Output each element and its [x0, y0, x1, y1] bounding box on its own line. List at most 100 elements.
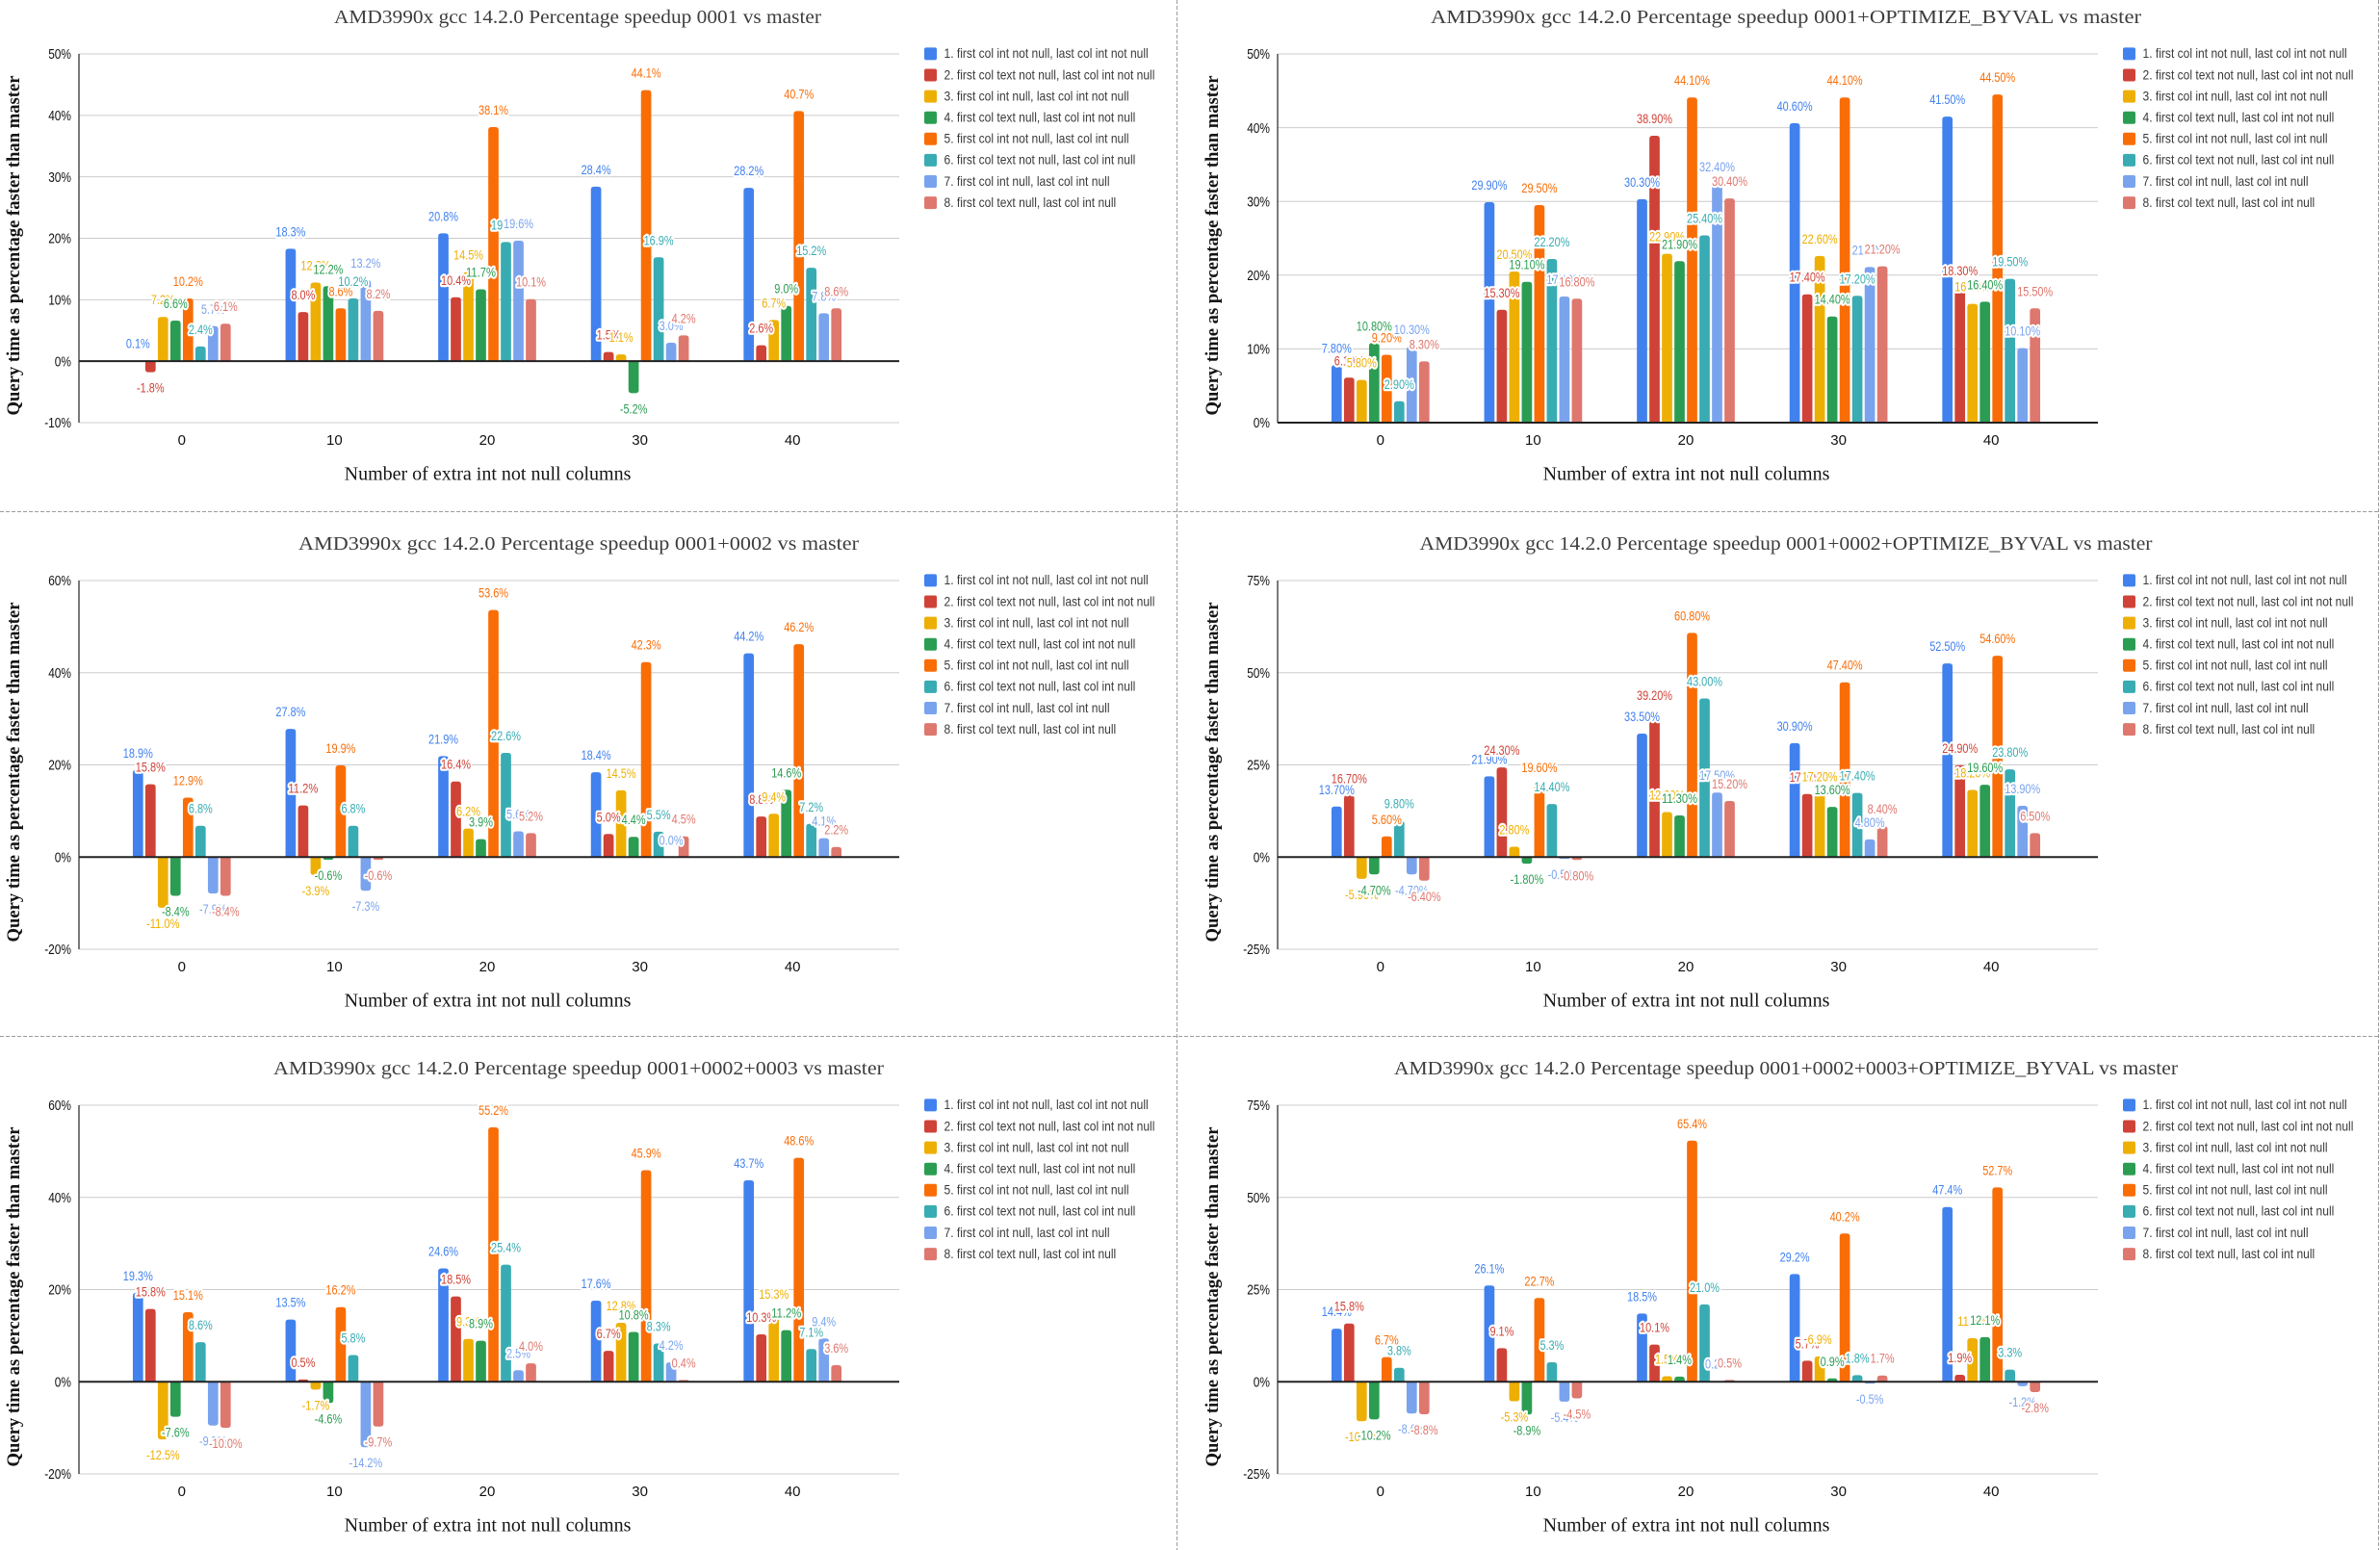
- svg-text:15.8%: 15.8%: [1334, 1299, 1364, 1314]
- svg-text:1. first col int not null, las: 1. first col int not null, last col int …: [2143, 572, 2347, 587]
- svg-text:8.30%: 8.30%: [1410, 336, 1439, 351]
- svg-text:10.1%: 10.1%: [516, 274, 546, 290]
- svg-text:20: 20: [1678, 959, 1694, 975]
- svg-text:38.90%: 38.90%: [1637, 111, 1672, 126]
- svg-text:55.2%: 55.2%: [479, 1102, 508, 1118]
- svg-text:30: 30: [632, 432, 648, 449]
- svg-text:30.30%: 30.30%: [1624, 174, 1660, 190]
- svg-text:20.8%: 20.8%: [428, 208, 458, 223]
- svg-text:8.0%: 8.0%: [291, 287, 315, 302]
- svg-text:6.50%: 6.50%: [2020, 808, 2050, 823]
- svg-text:4.1%: 4.1%: [812, 814, 836, 829]
- svg-text:9.80%: 9.80%: [1384, 796, 1414, 812]
- svg-text:6.7%: 6.7%: [1375, 1332, 1399, 1348]
- svg-text:0%: 0%: [1254, 1375, 1270, 1390]
- svg-text:-5.2%: -5.2%: [620, 400, 648, 416]
- svg-text:38.1%: 38.1%: [479, 102, 508, 117]
- svg-text:39.20%: 39.20%: [1637, 687, 1672, 703]
- svg-text:-4.6%: -4.6%: [315, 1410, 343, 1426]
- svg-text:3. first col int null, last co: 3. first col int null, last col int not …: [944, 1139, 1129, 1154]
- svg-text:AMD3990x gcc 14.2.0 Percentage: AMD3990x gcc 14.2.0 Percentage speedup 0…: [273, 1058, 884, 1079]
- svg-text:8. first col text null, last c: 8. first col text null, last col int nul…: [944, 194, 1117, 210]
- svg-text:52.7%: 52.7%: [1982, 1162, 2012, 1177]
- svg-text:-10.0%: -10.0%: [209, 1435, 243, 1451]
- svg-text:53.6%: 53.6%: [479, 585, 508, 601]
- svg-text:15.20%: 15.20%: [1712, 776, 1747, 791]
- svg-text:3. first col int null, last co: 3. first col int null, last col int not …: [2143, 1139, 2328, 1154]
- svg-text:4. first col text null, last c: 4. first col text null, last col int not…: [944, 1161, 1136, 1176]
- svg-text:30.40%: 30.40%: [1712, 173, 1747, 189]
- svg-text:40: 40: [785, 432, 801, 449]
- svg-text:-8.4%: -8.4%: [162, 903, 190, 918]
- svg-text:40.7%: 40.7%: [784, 86, 814, 101]
- svg-text:5.5%: 5.5%: [647, 807, 671, 822]
- svg-text:21.9%: 21.9%: [428, 731, 458, 746]
- svg-text:-0.5%: -0.5%: [1856, 1391, 1884, 1407]
- svg-text:-25%: -25%: [1243, 943, 1270, 958]
- svg-text:10.10%: 10.10%: [2005, 323, 2040, 339]
- svg-text:7.1%: 7.1%: [799, 1324, 823, 1339]
- svg-text:18.3%: 18.3%: [275, 223, 305, 239]
- svg-text:30.90%: 30.90%: [1777, 718, 1813, 734]
- svg-text:40%: 40%: [1247, 121, 1270, 137]
- svg-text:7. first col int null, last co: 7. first col int null, last col int null: [2143, 700, 2309, 715]
- svg-text:Query time as percentage faste: Query time as percentage faster than mas…: [1203, 75, 1223, 416]
- svg-text:9.0%: 9.0%: [774, 281, 798, 297]
- svg-text:42.3%: 42.3%: [632, 637, 661, 653]
- svg-text:-1.8%: -1.8%: [137, 380, 165, 396]
- svg-text:28.2%: 28.2%: [734, 163, 763, 178]
- svg-text:20%: 20%: [48, 232, 71, 247]
- svg-text:40%: 40%: [48, 109, 71, 124]
- svg-text:13.5%: 13.5%: [275, 1295, 305, 1310]
- svg-text:Query time as percentage faste: Query time as percentage faster than mas…: [4, 1126, 24, 1467]
- svg-text:-10.2%: -10.2%: [1358, 1427, 1391, 1442]
- svg-text:8.9%: 8.9%: [469, 1316, 493, 1331]
- svg-text:17.6%: 17.6%: [582, 1276, 611, 1291]
- svg-text:22.20%: 22.20%: [1534, 234, 1569, 249]
- svg-text:0: 0: [178, 959, 186, 975]
- svg-text:2. first col text not null, la: 2. first col text not null, last col int…: [2143, 593, 2354, 608]
- svg-text:1. first col int not null, las: 1. first col int not null, last col int …: [944, 45, 1149, 61]
- svg-text:-11.0%: -11.0%: [146, 916, 180, 931]
- svg-text:8. first col text null, last c: 8. first col text null, last col int nul…: [2143, 721, 2315, 736]
- svg-text:-6.40%: -6.40%: [1408, 889, 1441, 904]
- svg-text:4.80%: 4.80%: [1855, 814, 1885, 830]
- svg-text:30%: 30%: [1247, 194, 1270, 210]
- svg-text:8. first col text null, last c: 8. first col text null, last col int nul…: [2143, 194, 2315, 210]
- svg-text:6. first col text not null, la: 6. first col text not null, last col int…: [2143, 152, 2335, 168]
- svg-text:6. first col text not null, la: 6. first col text not null, last col int…: [2143, 1203, 2335, 1219]
- svg-text:-10.7%: -10.7%: [1345, 1429, 1379, 1444]
- svg-text:16.40%: 16.40%: [1967, 276, 2003, 292]
- svg-text:AMD3990x gcc 14.2.0 Percentage: AMD3990x gcc 14.2.0 Percentage speedup 0…: [1420, 533, 2153, 555]
- svg-text:4.0%: 4.0%: [519, 1338, 543, 1354]
- svg-text:22.90%: 22.90%: [1649, 229, 1685, 245]
- svg-text:29.2%: 29.2%: [1780, 1249, 1810, 1264]
- svg-text:44.10%: 44.10%: [1674, 72, 1710, 88]
- svg-text:Number of extra int not null c: Number of extra int not null columns: [1543, 464, 1830, 485]
- svg-text:10: 10: [326, 432, 343, 449]
- svg-text:20%: 20%: [48, 759, 71, 774]
- svg-text:6. first col text not null, la: 6. first col text not null, last col int…: [944, 152, 1136, 168]
- svg-text:11.2%: 11.2%: [771, 1305, 801, 1321]
- svg-text:21.10%: 21.10%: [1852, 242, 1888, 257]
- svg-text:60%: 60%: [48, 1098, 71, 1114]
- svg-text:44.50%: 44.50%: [1979, 69, 2015, 85]
- svg-text:2.90%: 2.90%: [1384, 376, 1414, 392]
- svg-text:-9.5%: -9.5%: [199, 1434, 227, 1449]
- svg-text:5. first col int not null, las: 5. first col int not null, last col int …: [2143, 658, 2328, 673]
- svg-text:17.20%: 17.20%: [1840, 271, 1876, 286]
- svg-text:9.4%: 9.4%: [762, 788, 786, 804]
- svg-text:-12.5%: -12.5%: [146, 1447, 180, 1462]
- svg-text:40: 40: [1983, 959, 2000, 975]
- svg-text:0: 0: [178, 432, 186, 449]
- svg-text:2.6%: 2.6%: [749, 321, 773, 336]
- svg-text:10.2%: 10.2%: [173, 273, 203, 289]
- svg-text:2.2%: 2.2%: [824, 822, 848, 838]
- svg-text:5. first col int not null, las: 5. first col int not null, last col int …: [944, 658, 1129, 673]
- svg-text:-20%: -20%: [44, 1467, 71, 1483]
- svg-text:10: 10: [1525, 432, 1541, 449]
- svg-text:Query time as percentage faste: Query time as percentage faster than mas…: [1203, 1126, 1223, 1467]
- svg-text:30%: 30%: [48, 170, 71, 186]
- svg-text:46.2%: 46.2%: [784, 619, 814, 634]
- svg-text:19.9%: 19.9%: [325, 740, 355, 756]
